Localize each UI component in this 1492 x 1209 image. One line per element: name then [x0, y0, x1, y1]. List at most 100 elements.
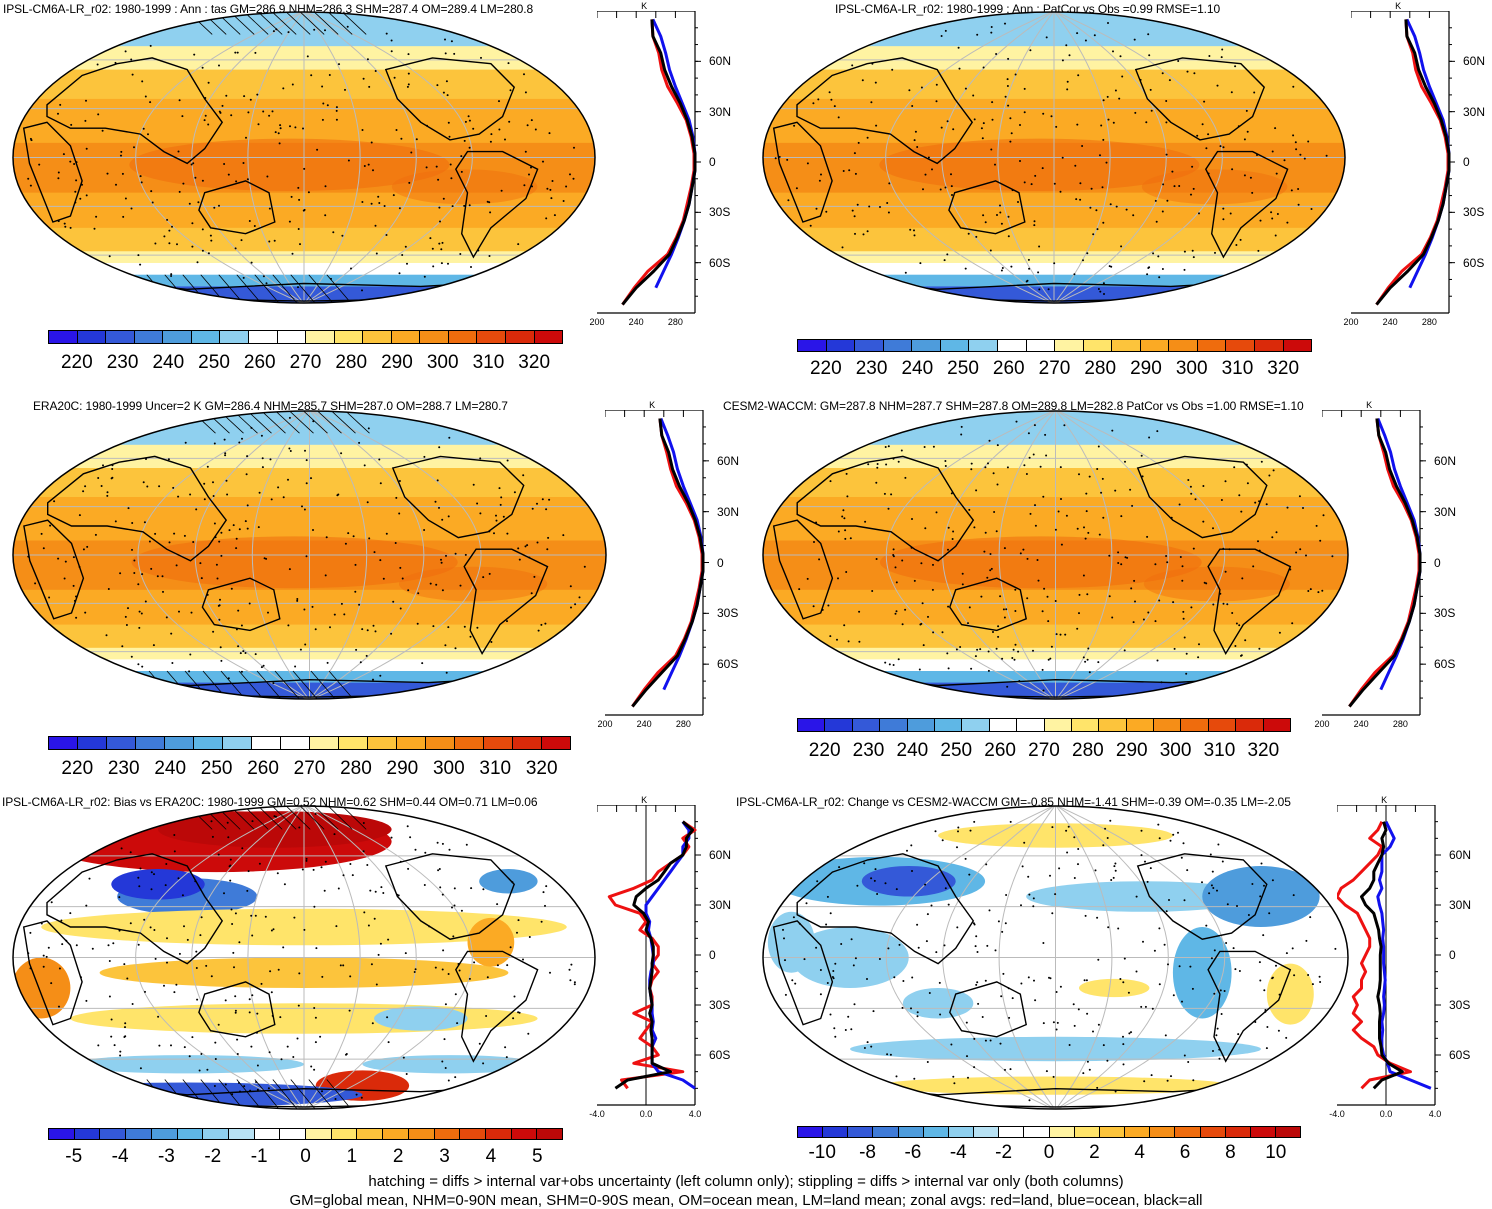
- colorbar-swatch: [306, 1129, 332, 1139]
- colorbar-tick-label: 5: [531, 1146, 543, 1167]
- colorbar-swatch: [880, 719, 908, 731]
- map-panel: [12, 11, 596, 304]
- colorbar-swatch: [434, 1129, 461, 1139]
- colorbar-swatch: [1140, 340, 1170, 351]
- zonal-series-red: [621, 19, 696, 306]
- colorbar-swatch: [1181, 719, 1209, 731]
- zonal-series-red: [1375, 19, 1450, 306]
- colorbar-swatch: [477, 331, 506, 343]
- colorbar-tick-label: 310: [1221, 358, 1254, 379]
- colorbar-swatch: [357, 1129, 384, 1139]
- colorbar-swatch: [1083, 340, 1113, 351]
- colorbar-swatch: [397, 737, 426, 749]
- colorbar-tick-label: 8: [1225, 1142, 1236, 1163]
- colorbar-tick-label: 300: [1159, 740, 1192, 761]
- colorbar-swatch: [1250, 1127, 1276, 1137]
- colorbar-swatch: [49, 331, 78, 343]
- colorbar-swatch: [220, 331, 249, 343]
- colorbar-tick-label: 300: [1175, 358, 1208, 379]
- colorbar-swatch: [1126, 719, 1155, 731]
- colorbar-tick-label: 250: [947, 358, 979, 379]
- colorbar-tick-label: 260: [247, 758, 279, 779]
- zonal-lat-tick-label: 60S: [1434, 657, 1456, 672]
- colorbar-swatch: [339, 737, 368, 749]
- colorbar-swatch: [254, 1129, 281, 1139]
- zonal-series-black: [1348, 418, 1422, 708]
- zonal-series-black: [1375, 19, 1451, 306]
- zonal-lat-tick-label: 30N: [709, 898, 732, 912]
- zonal-x-tick-label: 0.0: [1379, 1109, 1393, 1119]
- colorbar: 220 230 240 250 260 270 280 290 300 310 320: [48, 330, 563, 374]
- colorbar-swatch: [825, 719, 853, 731]
- colorbar-swatch: [1099, 719, 1127, 731]
- colorbar-swatch: [420, 331, 449, 343]
- zonal-mean-plot: K 60N 30N 0 30S 60S 200 240 280: [589, 1, 737, 335]
- colorbar-tick-label: 310: [1203, 740, 1236, 761]
- zonal-lat-tick-label: 0: [709, 948, 716, 962]
- zonal-mean-plot: K 60N 30N 0 30S 60S -4.0 0.0 4.0: [1329, 795, 1477, 1127]
- colorbar-swatch: [165, 737, 194, 749]
- colorbar-swatch: [426, 737, 455, 749]
- panel-title: IPSL-CM6A-LR_r02: 1980-1999 : Ann : PatC…: [835, 2, 1221, 16]
- zonal-lat-tick-label: 60N: [717, 453, 740, 468]
- zonal-lat-tick-label: 30N: [1449, 898, 1472, 912]
- colorbar-swatch: [934, 719, 963, 731]
- colorbar-tick-label: 240: [896, 740, 929, 761]
- colorbar-swatch: [999, 1127, 1025, 1137]
- colorbar-tick-label: 4: [1134, 1142, 1146, 1163]
- colorbar-swatch: [74, 1129, 101, 1139]
- colorbar-swatch: [252, 737, 281, 749]
- colorbar-swatch: [534, 331, 563, 343]
- zonal-lat-tick-label: 60S: [717, 657, 739, 672]
- zonal-x-tick-label: 240: [628, 317, 644, 327]
- colorbar: -10 -8 -6 -4 -2 0 2 4 6 8 10: [797, 1126, 1301, 1168]
- colorbar-tick-label: 240: [152, 352, 185, 373]
- colorbar-tick-label: 290: [386, 758, 419, 779]
- colorbar-swatch: [136, 737, 165, 749]
- colorbar-tick-label: -5: [65, 1146, 83, 1167]
- colorbar-tick-label: 250: [200, 758, 233, 779]
- colorbar-tick-label: -4: [111, 1146, 129, 1167]
- colorbar-swatch: [1283, 340, 1312, 351]
- colorbar-swatch: [798, 1127, 824, 1137]
- colorbar-swatch: [134, 331, 164, 343]
- map-panel: [12, 410, 607, 700]
- zonal-lat-tick-label: 30S: [717, 606, 739, 621]
- colorbar-tick-label: 300: [432, 758, 465, 779]
- panel-title: ERA20C: 1980-1999 Uncer=2 K GM=286.4 NHM…: [33, 399, 508, 413]
- zonal-x-tick-label: 240: [636, 719, 652, 729]
- colorbar-swatch: [280, 1129, 307, 1139]
- colorbar-swatch: [1169, 340, 1198, 351]
- colorbar-swatch: [1055, 340, 1084, 351]
- colorbar-swatch: [1275, 1127, 1301, 1137]
- zonal-series-black: [1360, 821, 1404, 1090]
- colorbar-tick-label: 230: [852, 740, 885, 761]
- colorbar-swatch: [1071, 719, 1100, 731]
- zonal-lat-tick-label: 0: [709, 155, 716, 169]
- colorbar-swatch: [194, 737, 223, 749]
- colorbar-swatch: [151, 1129, 178, 1139]
- colorbar: 220 230 240 250 260 270 280 290 300 310 320: [797, 339, 1312, 382]
- colorbar-swatch: [873, 1127, 899, 1137]
- colorbar-tick-label: 310: [479, 758, 512, 779]
- zonal-series-black: [631, 418, 705, 708]
- colorbar-swatch: [223, 737, 252, 749]
- zonal-lat-tick-label: 60N: [1434, 453, 1457, 468]
- colorbar-tick-label: 290: [381, 352, 413, 373]
- zonal-series-red: [1335, 821, 1412, 1090]
- colorbar-tick-label: 310: [472, 352, 505, 373]
- colorbar-tick-label: -8: [859, 1142, 876, 1163]
- zonal-series-red: [607, 820, 697, 1090]
- colorbar-swatch: [1049, 1127, 1075, 1137]
- colorbar-swatches: [48, 330, 563, 344]
- footnote-line-1: hatching = diffs > internal var+obs unce…: [368, 1173, 1124, 1190]
- zonal-lat-tick-label: 0: [1434, 555, 1441, 570]
- colorbar-swatch: [1044, 719, 1072, 731]
- colorbar-swatch: [883, 340, 913, 351]
- panel-title: IPSL-CM6A-LR_r02: Change vs CESM2-WACCM …: [736, 795, 1291, 809]
- colorbar-tick-label: 230: [106, 352, 139, 373]
- colorbar-tick-label: 230: [107, 758, 140, 779]
- colorbar-swatch: [281, 737, 310, 749]
- colorbar-tick-label: 320: [518, 352, 551, 373]
- zonal-x-tick-label: -4.0: [589, 1109, 605, 1119]
